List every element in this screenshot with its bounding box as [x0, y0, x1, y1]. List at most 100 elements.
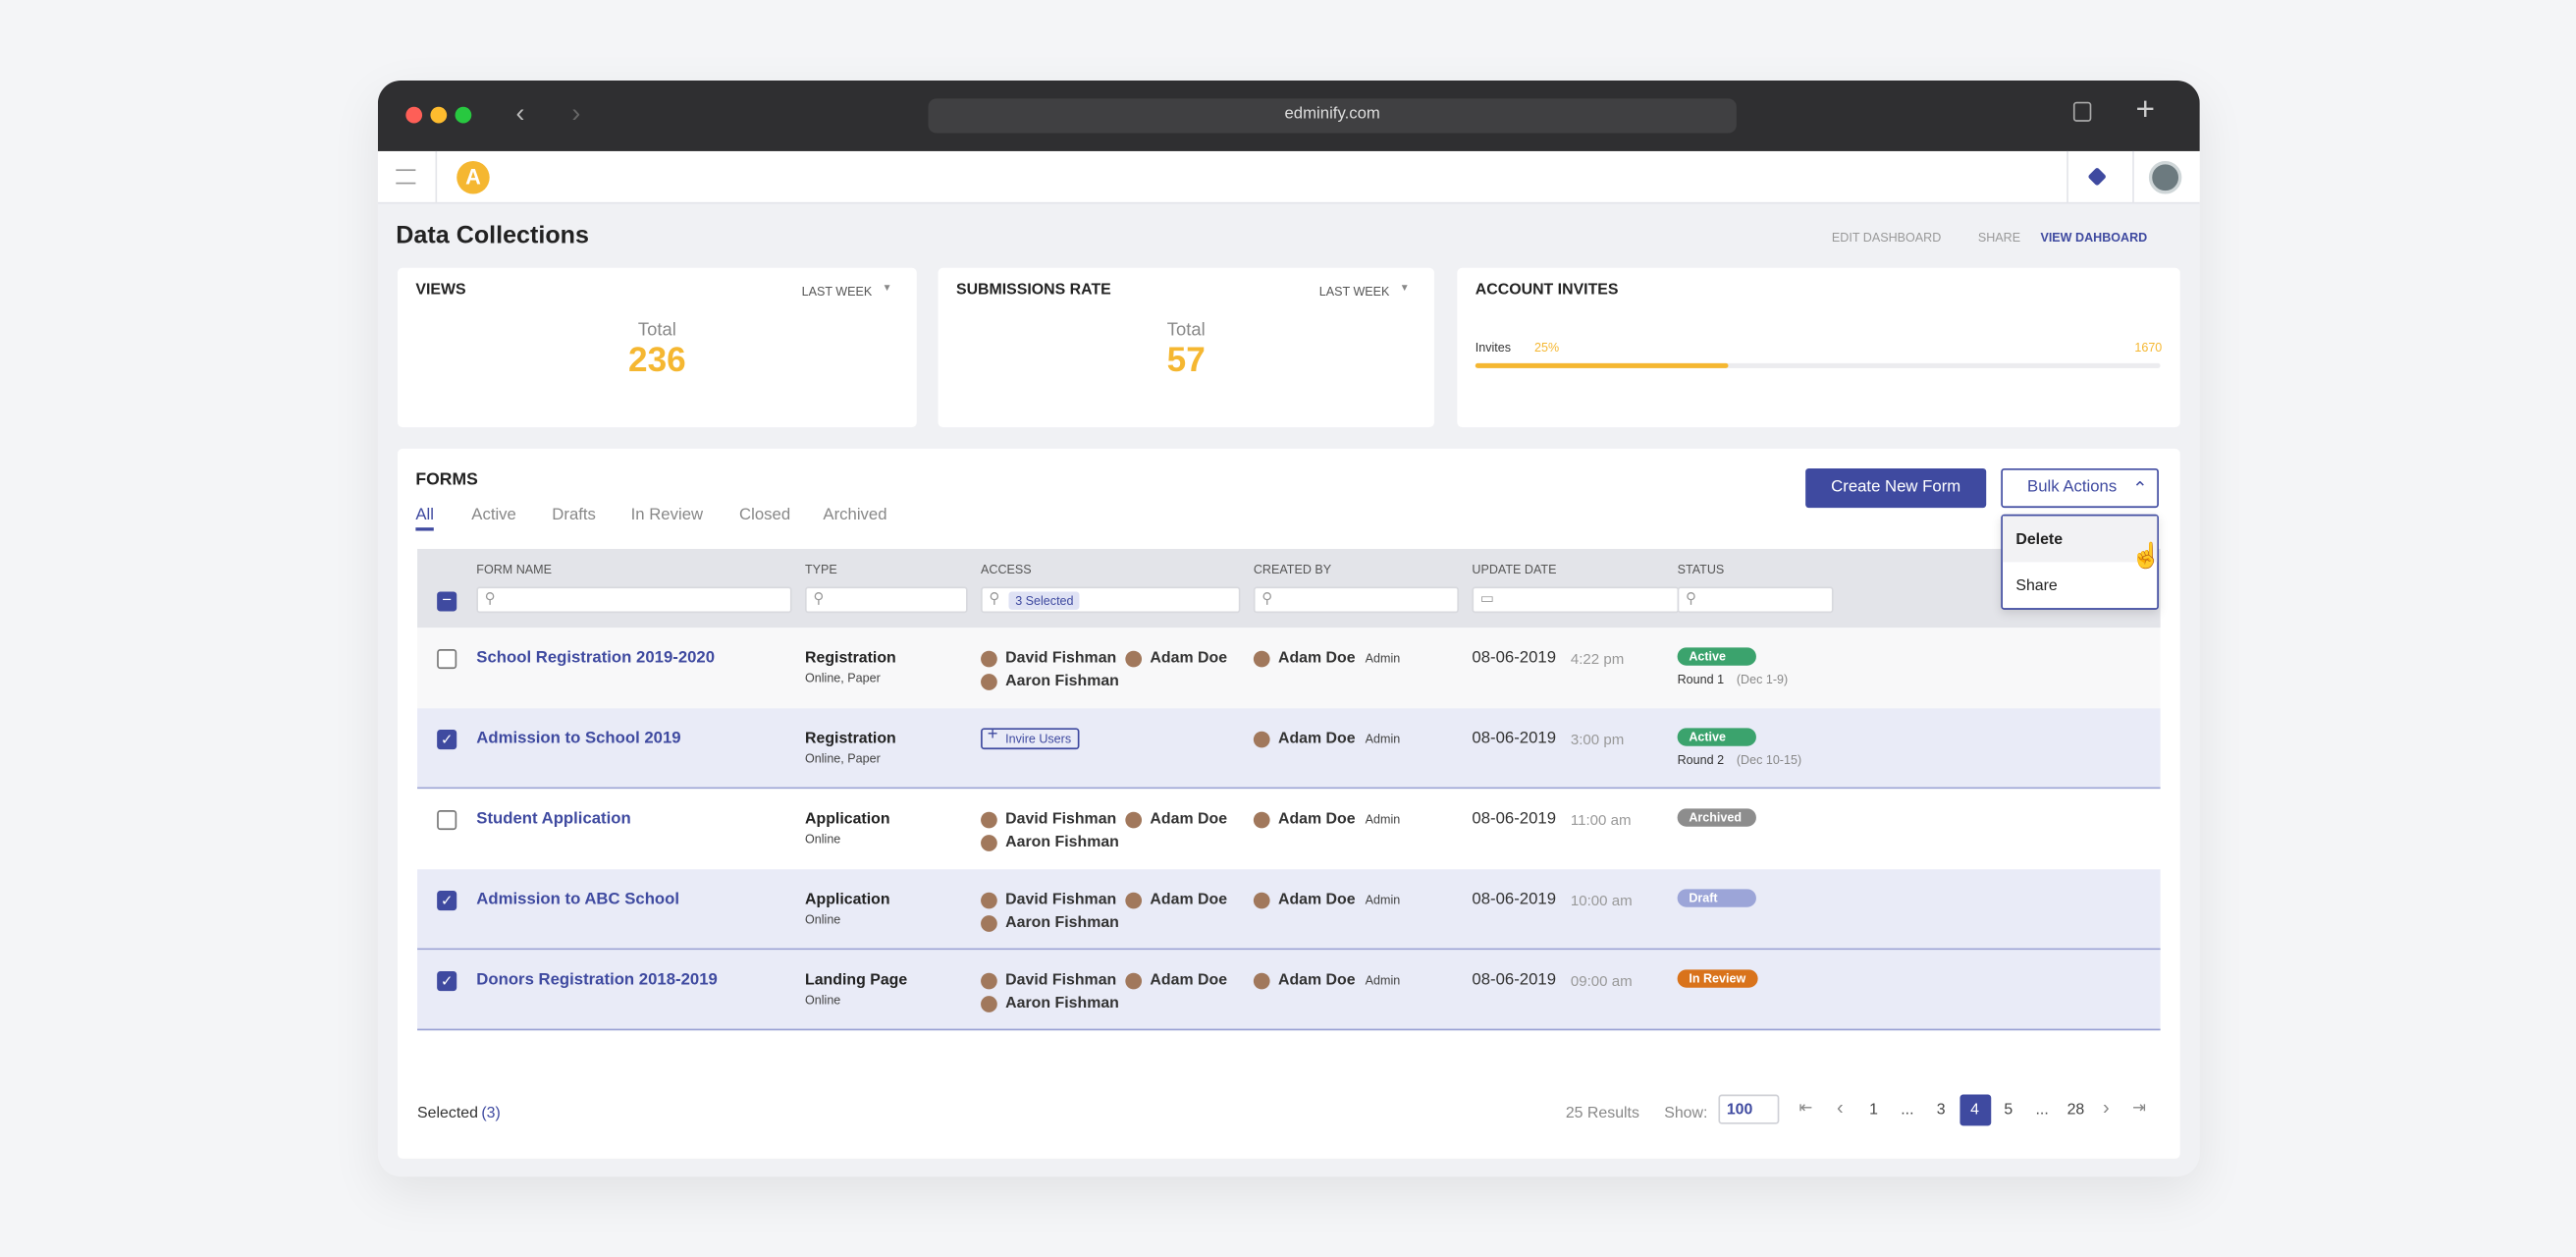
menu-button[interactable] [396, 169, 416, 185]
browser-window: ‹ › edminify.com + A Data Collections EDIT DAS… [377, 80, 2200, 1177]
filter-icon: ▭ [1479, 589, 1495, 607]
table-row[interactable]: School Registration 2019-2020 Registratio… [417, 628, 2161, 709]
tab[interactable]: Drafts [552, 506, 596, 524]
create-button[interactable]: Create New Form [1805, 467, 1987, 509]
column-filter[interactable]: ⚲ [1253, 586, 1460, 614]
prev-page[interactable]: ‹ [1836, 1096, 1844, 1120]
row-checkbox[interactable]: ✓ [437, 971, 457, 992]
app-header: A [377, 150, 2200, 204]
update-date: 08-06-2019 [1472, 649, 1557, 668]
row-checkbox[interactable] [437, 649, 457, 670]
access-user: David Fishman [1005, 810, 1117, 829]
header-action[interactable]: SHARE [1977, 230, 2021, 246]
column-header[interactable]: FORM NAME [476, 562, 553, 577]
user-avatar [981, 996, 997, 1012]
row-checkbox[interactable] [437, 810, 457, 831]
window-control[interactable] [455, 106, 472, 124]
page-button[interactable]: 4 [1959, 1094, 1991, 1126]
table-row[interactable]: ✓ Donors Registration 2018-2019 Landing Pa… [417, 950, 2161, 1031]
table-header: − FORM NAME ⚲ TYPE ⚲ ACCESS ⚲ 3 Selected CREATED… [417, 548, 2161, 628]
tab[interactable]: All [415, 506, 435, 531]
tab[interactable]: In Review [630, 506, 704, 524]
form-name[interactable]: Donors Registration 2018-2019 [476, 971, 718, 990]
user-avatar [1125, 650, 1143, 668]
column-header[interactable]: ACCESS [981, 562, 1032, 577]
page-button[interactable]: 28 [2066, 1101, 2085, 1120]
progress-label: Invites [1475, 340, 1512, 355]
page-button[interactable]: 3 [1936, 1101, 1946, 1120]
tab[interactable]: Active [471, 506, 516, 524]
next-page[interactable]: › [2103, 1096, 2110, 1120]
window-control[interactable] [405, 106, 423, 124]
round-dates: (Dec 1-9) [1736, 672, 1789, 687]
column-header[interactable]: TYPE [804, 562, 837, 577]
access-user: Adam Doe [1150, 891, 1228, 909]
period-select[interactable]: LAST WEEK [801, 284, 873, 300]
address-bar[interactable]: edminify.com [928, 98, 1737, 134]
table-row[interactable]: Student Application Application Online Davi… [417, 789, 2161, 870]
table-row[interactable]: ✓ Admission to ABC School Application Onlin… [417, 869, 2161, 951]
page-size-select[interactable]: 100 [1718, 1094, 1780, 1124]
created-by: Adam Doe [1277, 810, 1356, 829]
form-channels: Online, Paper [804, 670, 881, 685]
window-control[interactable] [430, 106, 448, 124]
form-name[interactable]: Student Application [476, 810, 631, 829]
column-filter[interactable]: ⚲ [476, 586, 792, 614]
stat-card: SUBMISSIONS RATE LAST WEEK ▼ Total 57 [938, 267, 1434, 428]
filter-chip: 3 Selected [1008, 591, 1081, 610]
form-name[interactable]: Admission to School 2019 [476, 730, 681, 748]
user-role: Admin [1365, 731, 1401, 746]
form-name[interactable]: School Registration 2019-2020 [476, 649, 716, 668]
new-tab-button[interactable]: + [2135, 91, 2156, 129]
total-label: Total [637, 320, 676, 341]
status-badge: Active [1677, 728, 1756, 746]
last-page[interactable]: ⇥ [2132, 1099, 2147, 1118]
column-header[interactable]: STATUS [1677, 562, 1725, 577]
update-time: 10:00 am [1570, 892, 1633, 909]
menu-item[interactable]: Share [2015, 576, 2058, 595]
menu-item[interactable]: Delete [2002, 516, 2158, 563]
form-type: Application [804, 810, 890, 829]
filter-icon: ⚲ [1261, 589, 1273, 607]
column-filter[interactable]: ⚲ [804, 586, 968, 614]
access-user: David Fishman [1005, 649, 1117, 668]
forward-button[interactable]: › [571, 100, 581, 129]
column-header[interactable]: UPDATE DATE [1472, 562, 1557, 577]
status-badge: In Review [1677, 969, 1757, 988]
invite-button[interactable]: Invire Users [981, 728, 1080, 750]
table-row[interactable]: ✓ Admission to School 2019 Registration Onl… [417, 708, 2161, 790]
column-filter[interactable]: ⚲ 3 Selected [981, 586, 1241, 614]
form-name[interactable]: Admission to ABC School [476, 891, 680, 909]
tab[interactable]: Archived [823, 506, 887, 524]
column-filter[interactable]: ⚲ [1677, 586, 1834, 614]
access-user: Adam Doe [1150, 649, 1228, 668]
select-all-checkbox[interactable]: − [437, 591, 457, 612]
round-label: Round 2 [1677, 752, 1725, 768]
user-avatar [1253, 972, 1270, 990]
bulk-actions-button[interactable]: Bulk Actions ⌃ [2001, 467, 2159, 509]
dropdown-caret: ▼ [882, 284, 892, 295]
share-icon[interactable] [2072, 101, 2092, 122]
tab[interactable]: Closed [739, 506, 791, 524]
access-user: Adam Doe [1150, 971, 1228, 990]
header-action[interactable]: EDIT DASHBOARD [1831, 230, 1942, 246]
page-button[interactable]: ... [2035, 1101, 2049, 1120]
page-button[interactable]: ... [1901, 1101, 1914, 1120]
row-checkbox[interactable]: ✓ [437, 891, 457, 911]
user-avatar [1125, 811, 1143, 829]
page-button[interactable]: 1 [1869, 1101, 1879, 1120]
first-page[interactable]: ⇤ [1798, 1099, 1813, 1118]
back-button[interactable]: ‹ [515, 100, 525, 129]
row-checkbox[interactable]: ✓ [437, 730, 457, 750]
user-avatar[interactable] [2148, 160, 2182, 194]
period-select[interactable]: LAST WEEK [1318, 284, 1390, 300]
column-filter[interactable]: ▭ [1472, 586, 1680, 614]
user-avatar [981, 650, 997, 668]
update-date: 08-06-2019 [1472, 810, 1557, 829]
layers-button[interactable] [2087, 167, 2107, 187]
created-by: Adam Doe [1277, 649, 1356, 668]
header-action[interactable]: VIEW DAHBOARD [2040, 230, 2148, 246]
access-user: Aaron Fishman [1005, 994, 1119, 1012]
column-header[interactable]: CREATED BY [1253, 562, 1332, 577]
page-button[interactable]: 5 [2004, 1101, 2013, 1120]
